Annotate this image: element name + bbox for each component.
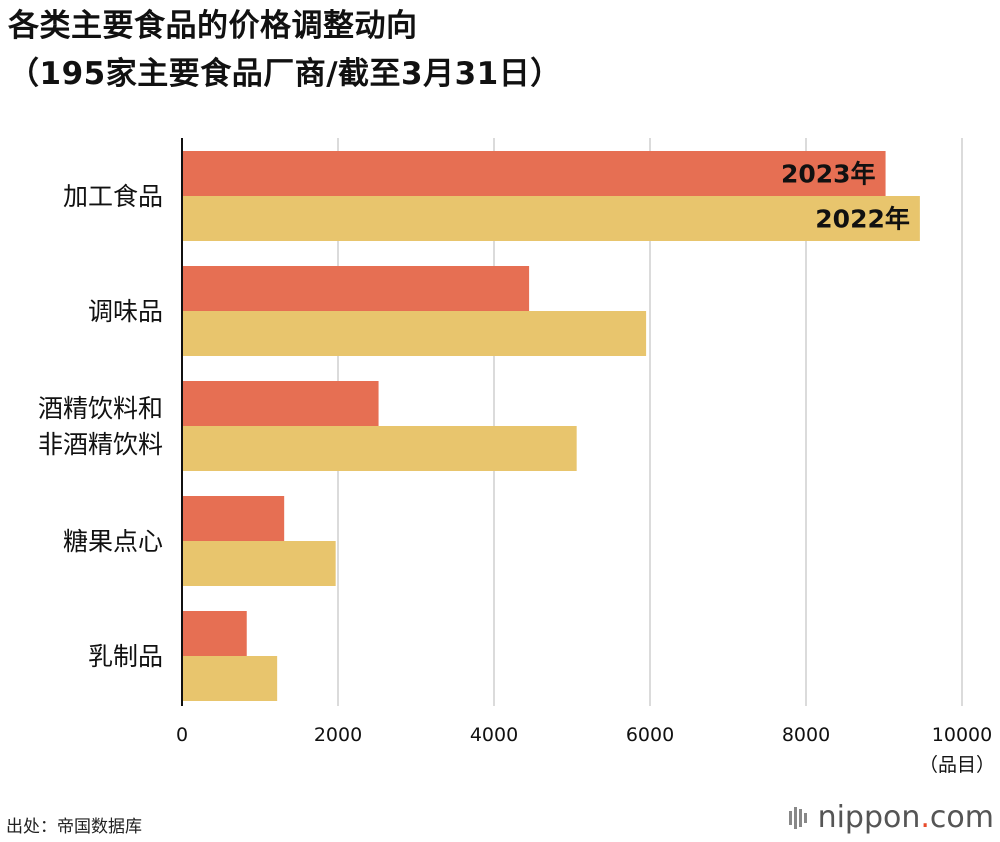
chart-title: 各类主要食品的价格调整动向 （195家主要食品厂商/截至3月31日） xyxy=(8,2,562,98)
bar-2022 xyxy=(182,311,647,356)
x-tick-label: 6000 xyxy=(626,724,674,746)
category-label: 糖果点心 xyxy=(63,527,163,556)
x-tick-label: 10000 xyxy=(932,724,992,746)
category-label: 加工食品 xyxy=(63,182,163,211)
bar-2022 xyxy=(182,426,577,471)
bar-2022 xyxy=(182,196,920,241)
bar-2023 xyxy=(182,266,530,311)
bar-2023 xyxy=(182,151,886,196)
nippon-mark-icon xyxy=(788,806,807,829)
bar-2022 xyxy=(182,656,278,701)
bar-2023 xyxy=(182,381,379,426)
category-label: 调味品 xyxy=(88,297,163,326)
x-tick-label: 8000 xyxy=(782,724,830,746)
series-label-2022: 2022年 xyxy=(815,205,910,234)
source-note: 出处：帝国数据库 xyxy=(6,817,142,837)
x-tick-label: 2000 xyxy=(314,724,362,746)
chart-title-line2: （195家主要食品厂商/截至3月31日） xyxy=(8,56,562,92)
bar-2022 xyxy=(182,541,336,586)
category-label: 乳制品 xyxy=(88,642,163,671)
x-tick-label: 4000 xyxy=(470,724,518,746)
series-label-2023: 2023年 xyxy=(781,160,876,189)
category-label: 酒精饮料和非酒精饮料 xyxy=(38,394,163,459)
brand-text: nippon.com xyxy=(817,800,994,835)
brand-logo: nippon.com xyxy=(788,800,994,835)
bar-2023 xyxy=(182,611,247,656)
x-unit-label: （品目） xyxy=(919,754,995,776)
bar-2023 xyxy=(182,496,285,541)
x-tick-label: 0 xyxy=(176,724,188,746)
chart-title-line1: 各类主要食品的价格调整动向 xyxy=(8,8,418,44)
